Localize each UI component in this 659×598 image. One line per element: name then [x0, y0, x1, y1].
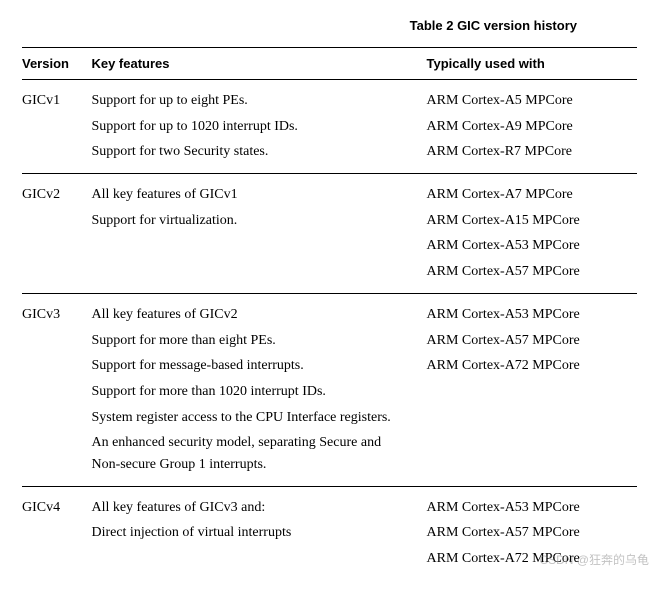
cell-feature: Support for two Security states.	[91, 139, 426, 173]
cell-feature: All key features of GICv3 and:	[91, 486, 426, 520]
cell-used-with: ARM Cortex-A15 MPCore	[427, 208, 637, 234]
cell-used-with: ARM Cortex-A57 MPCore	[427, 520, 637, 546]
cell-used-with: ARM Cortex-A53 MPCore	[427, 486, 637, 520]
header-used: Typically used with	[427, 48, 637, 80]
cell-feature: Direct injection of virtual interrupts	[91, 520, 426, 546]
table-row: ARM Cortex-A72 MPCore	[22, 546, 637, 580]
table-row: ARM Cortex-A57 MPCore	[22, 259, 637, 293]
table-header-row: Version Key features Typically used with	[22, 48, 637, 80]
cell-feature: Support for message-based interrupts.	[91, 353, 426, 379]
cell-used-with: ARM Cortex-A5 MPCore	[427, 80, 637, 114]
table-row: GICv4All key features of GICv3 and:ARM C…	[22, 486, 637, 520]
table-caption: Table 2 GIC version history	[22, 18, 577, 33]
cell-feature	[91, 233, 426, 259]
cell-version: GICv2	[22, 174, 91, 208]
cell-used-with: ARM Cortex-A72 MPCore	[427, 353, 637, 379]
cell-version	[22, 328, 91, 354]
cell-feature: All key features of GICv1	[91, 174, 426, 208]
table-row: Support for message-based interrupts.ARM…	[22, 353, 637, 379]
cell-version	[22, 208, 91, 234]
cell-feature: Support for virtualization.	[91, 208, 426, 234]
cell-version	[22, 405, 91, 431]
cell-used-with: ARM Cortex-A7 MPCore	[427, 174, 637, 208]
header-features: Key features	[91, 48, 426, 80]
cell-version	[22, 353, 91, 379]
table-row: Support for up to 1020 interrupt IDs.ARM…	[22, 114, 637, 140]
cell-feature: Support for more than 1020 interrupt IDs…	[91, 379, 426, 405]
cell-feature: All key features of GICv2	[91, 293, 426, 327]
cell-version	[22, 430, 91, 486]
cell-used-with	[427, 430, 637, 486]
cell-version	[22, 139, 91, 173]
cell-used-with: ARM Cortex-R7 MPCore	[427, 139, 637, 173]
table-row: ARM Cortex-A53 MPCore	[22, 233, 637, 259]
cell-feature: Support for up to eight PEs.	[91, 80, 426, 114]
cell-used-with: ARM Cortex-A72 MPCore	[427, 546, 637, 580]
header-version: Version	[22, 48, 91, 80]
cell-version: GICv3	[22, 293, 91, 327]
cell-version: GICv4	[22, 486, 91, 520]
cell-feature	[91, 546, 426, 580]
table-row: An enhanced security model, separating S…	[22, 430, 637, 486]
cell-used-with: ARM Cortex-A9 MPCore	[427, 114, 637, 140]
table-row: Support for more than 1020 interrupt IDs…	[22, 379, 637, 405]
table-row: GICv1Support for up to eight PEs.ARM Cor…	[22, 80, 637, 114]
cell-version: GICv1	[22, 80, 91, 114]
table-row: GICv2All key features of GICv1ARM Cortex…	[22, 174, 637, 208]
table-row: Support for more than eight PEs.ARM Cort…	[22, 328, 637, 354]
cell-version	[22, 114, 91, 140]
cell-used-with: ARM Cortex-A57 MPCore	[427, 259, 637, 293]
table-row: Direct injection of virtual interruptsAR…	[22, 520, 637, 546]
cell-version	[22, 379, 91, 405]
table-row: Support for virtualization.ARM Cortex-A1…	[22, 208, 637, 234]
table-row: System register access to the CPU Interf…	[22, 405, 637, 431]
cell-used-with	[427, 379, 637, 405]
cell-version	[22, 520, 91, 546]
cell-version	[22, 233, 91, 259]
table-row: GICv3All key features of GICv2ARM Cortex…	[22, 293, 637, 327]
cell-version	[22, 546, 91, 580]
cell-used-with: ARM Cortex-A53 MPCore	[427, 293, 637, 327]
cell-used-with: ARM Cortex-A53 MPCore	[427, 233, 637, 259]
table-row: Support for two Security states.ARM Cort…	[22, 139, 637, 173]
cell-feature: An enhanced security model, separating S…	[91, 430, 426, 486]
cell-feature: System register access to the CPU Interf…	[91, 405, 426, 431]
cell-used-with	[427, 405, 637, 431]
cell-feature	[91, 259, 426, 293]
cell-feature: Support for up to 1020 interrupt IDs.	[91, 114, 426, 140]
cell-used-with: ARM Cortex-A57 MPCore	[427, 328, 637, 354]
cell-feature: Support for more than eight PEs.	[91, 328, 426, 354]
gic-version-table: Version Key features Typically used with…	[22, 47, 637, 580]
cell-version	[22, 259, 91, 293]
